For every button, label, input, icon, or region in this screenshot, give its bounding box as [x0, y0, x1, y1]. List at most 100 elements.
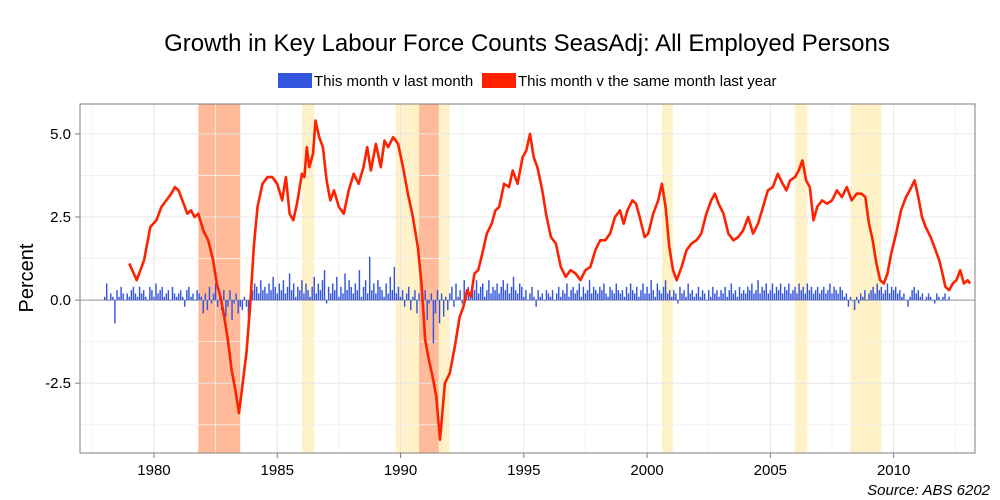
- bar-month: [806, 283, 809, 301]
- bar-month: [560, 296, 562, 301]
- bar-month: [946, 300, 948, 301]
- bar-month: [379, 286, 381, 301]
- bar-month: [740, 293, 743, 301]
- bar-month: [165, 293, 168, 301]
- bar-month: [753, 293, 755, 301]
- bar-month: [882, 293, 885, 301]
- bar-month: [184, 300, 186, 307]
- bar-month: [358, 270, 361, 301]
- bar-month: [455, 283, 457, 301]
- bar-month: [901, 296, 903, 301]
- bar-month: [311, 286, 313, 301]
- bar-month: [130, 290, 133, 301]
- bar-month: [566, 283, 568, 301]
- bar-month: [693, 296, 696, 301]
- bar-month: [299, 290, 301, 301]
- bar-month: [350, 286, 352, 301]
- bar-month: [537, 290, 539, 301]
- bar-month: [716, 290, 718, 301]
- bar-month: [942, 296, 944, 301]
- annual-growth-line: [128, 119, 972, 441]
- bar-month: [648, 293, 650, 301]
- bar-month: [469, 296, 472, 301]
- bar-month: [777, 290, 780, 301]
- bar-month: [751, 283, 753, 301]
- bar-month: [662, 286, 665, 301]
- bar-month: [208, 286, 211, 301]
- bar-month: [677, 300, 679, 304]
- bar-month: [338, 296, 340, 301]
- bar-month: [679, 286, 681, 301]
- bar-month: [779, 283, 782, 301]
- bar-month: [652, 290, 654, 301]
- bar-month: [765, 283, 767, 301]
- bar-month: [186, 290, 188, 301]
- recession-band-1: [419, 104, 439, 453]
- bar-month: [239, 300, 241, 307]
- bar-month: [864, 290, 866, 301]
- slowdown-band-0: [301, 104, 315, 453]
- bar-month: [126, 293, 128, 301]
- bar-month: [730, 283, 733, 301]
- bar-month: [510, 286, 513, 301]
- bar-month: [738, 286, 741, 301]
- bar-month: [282, 280, 285, 301]
- bar-month: [611, 290, 613, 301]
- bar-month: [346, 290, 348, 301]
- bar-month: [761, 286, 763, 301]
- bar-month: [588, 280, 591, 301]
- bar-month: [449, 293, 451, 301]
- bar-month: [742, 290, 745, 301]
- bar-month: [860, 293, 862, 301]
- bar-month: [479, 286, 482, 301]
- bar-month: [297, 286, 299, 301]
- bar-month: [718, 296, 720, 301]
- bar-month: [744, 293, 747, 301]
- bar-month: [521, 286, 523, 301]
- bar-month: [486, 290, 488, 301]
- bar-month: [527, 300, 529, 301]
- bar-month: [403, 300, 406, 307]
- y-tick-label: 2.5: [50, 209, 71, 226]
- bar-month: [488, 280, 490, 301]
- bar-month: [615, 283, 617, 301]
- bar-month: [800, 290, 802, 301]
- bar-month: [642, 283, 644, 301]
- bar-month: [837, 293, 839, 301]
- bar-month: [140, 293, 143, 301]
- bar-month: [492, 286, 494, 301]
- bar-month: [447, 300, 449, 311]
- bar-month: [103, 296, 106, 301]
- legend-label-month: This month v last month: [314, 73, 473, 90]
- bar-month: [426, 300, 428, 321]
- bar-month: [373, 283, 375, 301]
- bar-month: [323, 270, 326, 301]
- slowdown-band-2: [438, 104, 450, 453]
- x-tick-label: 1990: [384, 462, 417, 479]
- bar-month: [810, 286, 813, 301]
- source-note: Source: ABS 6202: [867, 482, 991, 499]
- bar-month: [788, 283, 790, 301]
- bar-month: [278, 283, 281, 301]
- bar-month: [558, 286, 560, 301]
- bar-month: [568, 296, 570, 301]
- bar-month: [169, 300, 172, 301]
- bar-month: [551, 290, 554, 301]
- bar-month: [484, 296, 486, 301]
- bar-month: [340, 286, 342, 301]
- bar-month: [514, 290, 517, 301]
- bar-month: [270, 290, 272, 301]
- bar-month: [364, 280, 367, 301]
- bar-month: [266, 293, 268, 301]
- bar-month: [391, 290, 394, 301]
- bar-month: [529, 293, 531, 301]
- bar-month: [200, 296, 202, 301]
- bar-month: [463, 280, 465, 301]
- bar-month: [112, 296, 114, 301]
- bar-month: [673, 290, 675, 301]
- bar-month: [578, 283, 580, 301]
- bar-month: [771, 283, 774, 301]
- bar-month: [841, 290, 843, 301]
- bar-month: [206, 300, 209, 311]
- bar-month: [574, 293, 576, 301]
